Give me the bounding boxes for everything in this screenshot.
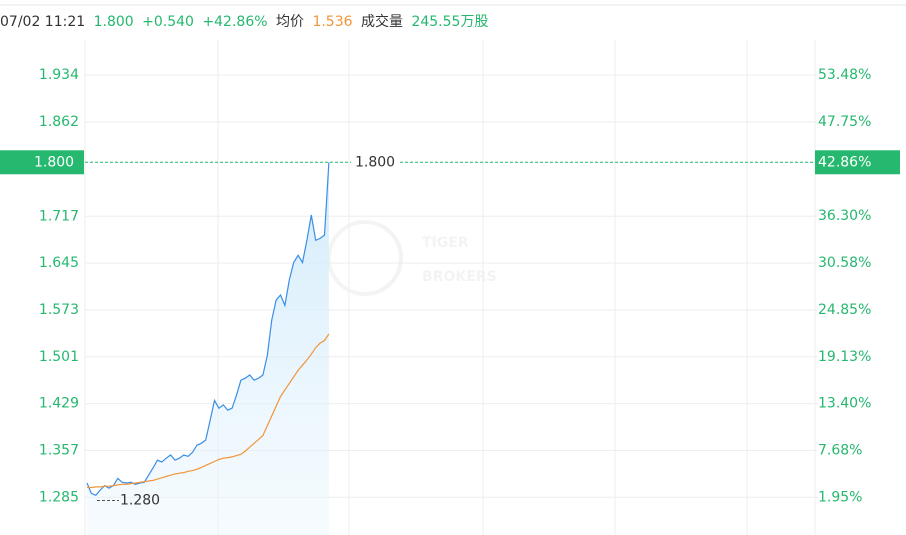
y-tick-label: 1.501 <box>39 349 79 365</box>
last-price-tag: 1.800 <box>355 154 395 170</box>
y-tick-label: 1.357 <box>39 442 79 458</box>
volume: 245.55万股 <box>411 14 489 30</box>
low-label: 1.280 <box>120 493 160 509</box>
avg-label: 均价 <box>276 14 304 30</box>
last-pct-label: 42.86% <box>818 154 871 170</box>
line <box>87 333 330 489</box>
y-tick-label: 1.717 <box>39 208 79 224</box>
y-tick-label: 1.285 <box>39 489 79 505</box>
last-price-left: 1.800 <box>34 154 74 170</box>
y-tick-label: 1.429 <box>39 396 79 412</box>
y-tick-label: 1.645 <box>39 255 79 271</box>
y-tick-label: 1.862 <box>39 114 79 130</box>
time: 07/02 11:21 <box>0 14 86 30</box>
change-pct: +42.86% <box>202 14 268 30</box>
watermark-text: BROKERS <box>422 269 497 285</box>
y2-tick-label: 19.13% <box>818 349 871 365</box>
watermark: TIGER BROKERS <box>327 220 497 296</box>
y2-tick-label: 53.48% <box>818 67 871 83</box>
y2-tick-label: 24.85% <box>818 302 871 318</box>
avg: 1.536 <box>312 14 353 30</box>
y2-tick-label: 47.75% <box>818 114 871 130</box>
area <box>87 162 329 535</box>
watermark-text: TIGER <box>422 235 469 251</box>
volume-label: 成交量 <box>361 14 403 30</box>
y2-tick-label: 1.95% <box>818 490 862 506</box>
last-price-tag-bg <box>351 153 399 172</box>
header: 07/02 11:21 1.800 +0.540 +42.86% 均价 1.53… <box>0 11 492 31</box>
last-pct-box <box>815 150 900 175</box>
y2-tick-label: 30.58% <box>818 255 871 271</box>
last-price-box <box>0 150 84 175</box>
y-tick-label: 1.934 <box>39 67 79 83</box>
y-tick-label: 1.573 <box>39 302 79 318</box>
price: 1.800 <box>93 14 134 30</box>
y2-tick-label: 7.68% <box>818 443 862 459</box>
y2-tick-label: 36.30% <box>818 208 871 224</box>
y2-tick-label: 13.40% <box>818 396 871 412</box>
line <box>86 162 330 497</box>
change: +0.540 <box>142 14 194 30</box>
